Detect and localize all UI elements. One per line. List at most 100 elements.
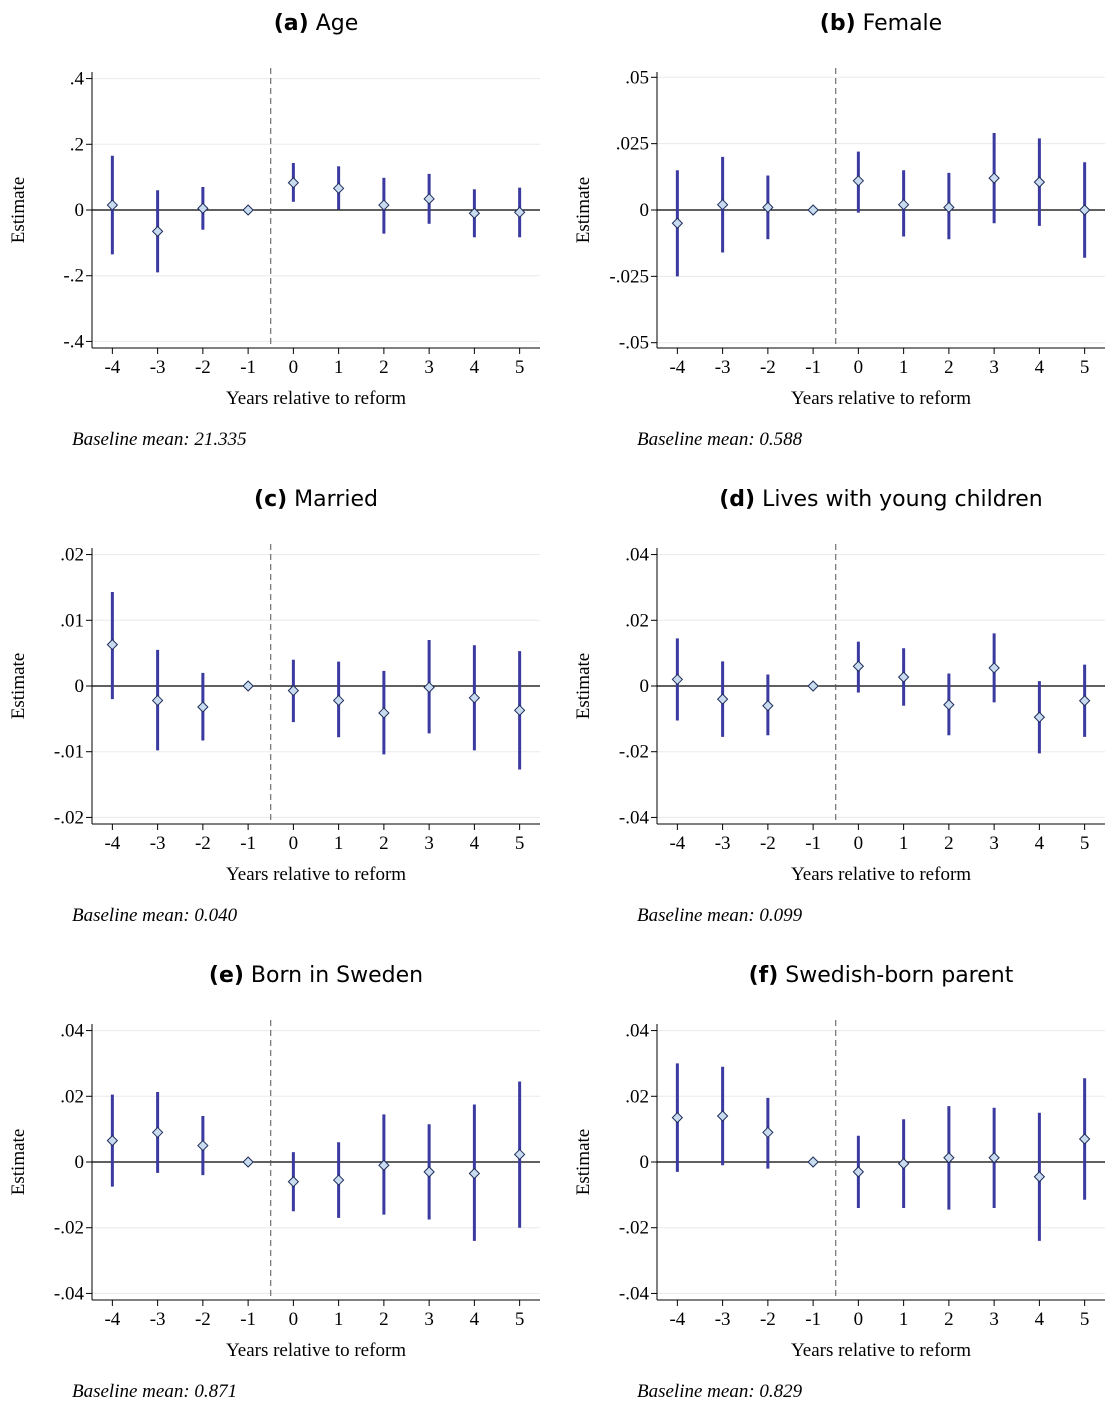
x-tick-label: 2 xyxy=(944,1309,954,1330)
estimate-marker xyxy=(197,202,209,215)
x-tick-label: 3 xyxy=(989,357,999,378)
estimate-marker xyxy=(897,198,910,211)
x-tick-label: 1 xyxy=(899,1309,909,1330)
estimate-marker xyxy=(807,204,819,216)
y-tick-label: -.025 xyxy=(609,266,649,287)
x-tick-label: 4 xyxy=(1035,1309,1045,1330)
x-tick-label: -1 xyxy=(805,833,821,854)
note: Baseline mean: 0.588 xyxy=(637,429,803,450)
x-tick-label: -3 xyxy=(715,1309,731,1330)
estimate-marker xyxy=(423,681,435,694)
x-tick-label: -3 xyxy=(715,357,731,378)
x-tick-label: -2 xyxy=(760,833,776,854)
x-tick-label: -4 xyxy=(669,1309,685,1330)
panel-title: (d) Lives with young children xyxy=(719,487,1043,512)
estimate-marker xyxy=(671,1111,684,1124)
estimate-marker xyxy=(378,1159,390,1171)
estimate-marker xyxy=(423,1166,435,1178)
panel-label: (c) xyxy=(254,487,287,512)
x-tick-label: -1 xyxy=(240,1309,256,1330)
estimate-marker xyxy=(1078,695,1091,707)
y-tick-label: -.04 xyxy=(619,1283,650,1304)
panel: (a) Age .4 .2 0 -.2 -.4 -4 -3 -2 -1 0 1 2 3 4 5 Estimate… xyxy=(8,11,540,450)
x-tick-label: 3 xyxy=(424,833,434,854)
y-tick-label: 0 xyxy=(640,676,650,697)
estimate-marker xyxy=(378,199,390,211)
estimate-marker xyxy=(197,1139,209,1152)
x-tick-label: 5 xyxy=(1080,833,1090,854)
x-tick-label: 2 xyxy=(944,833,954,854)
x-tick-label: 1 xyxy=(334,1309,344,1330)
y-tick-label: 0 xyxy=(640,200,650,221)
estimate-marker xyxy=(378,707,390,719)
estimate-marker xyxy=(513,206,526,219)
estimate-marker xyxy=(988,662,1000,674)
estimate-marker xyxy=(242,680,254,692)
estimate-marker xyxy=(332,694,345,707)
panel: (e) Born in Sweden .04 .02 0 -.02 -.04 -4 -3 -2 -… xyxy=(8,963,540,1401)
x-tick-label: 4 xyxy=(470,1309,480,1330)
y-tick-label: .025 xyxy=(616,134,649,155)
estimate-marker xyxy=(513,704,526,717)
estimate-marker xyxy=(897,671,910,683)
x-tick-label: -4 xyxy=(104,1309,120,1330)
title-text: Lives with young children xyxy=(755,487,1043,512)
panel-title: (a) Age xyxy=(274,11,359,36)
estimate-marker xyxy=(716,1110,729,1122)
y-tick-label: 0 xyxy=(640,1152,650,1173)
x-axis-label: Years relative to reform xyxy=(791,864,971,885)
estimate-marker xyxy=(1033,711,1046,723)
x-tick-label: -4 xyxy=(104,357,120,378)
x-tick-label: 5 xyxy=(1080,1309,1090,1330)
estimate-marker xyxy=(151,1126,164,1139)
x-tick-label: -4 xyxy=(669,833,685,854)
estimate-marker xyxy=(852,660,865,672)
y-axis-label: Estimate xyxy=(8,177,29,243)
note: Baseline mean: 0.871 xyxy=(72,1381,237,1401)
title-text: Swedish-born parent xyxy=(778,963,1013,988)
x-tick-label: 1 xyxy=(334,357,344,378)
panel: (c) Married .02 .01 0 -.01 -.02 -4 -3 -2 -1 0 1 2 3 4 5… xyxy=(8,487,540,926)
x-tick-label: -3 xyxy=(150,357,166,378)
y-axis-label: Estimate xyxy=(573,653,594,719)
estimate-marker xyxy=(1033,176,1046,188)
estimate-marker xyxy=(106,199,119,211)
panel: (f) Swedish-born parent .04 .02 0 -.02 -.04 -4… xyxy=(573,963,1105,1401)
x-tick-label: -4 xyxy=(104,833,120,854)
x-tick-label: 3 xyxy=(989,1309,999,1330)
y-tick-label: 0 xyxy=(75,676,85,697)
estimate-marker xyxy=(106,638,119,651)
x-tick-label: -1 xyxy=(240,357,256,378)
x-tick-label: -4 xyxy=(669,357,685,378)
estimate-marker xyxy=(716,693,729,705)
x-tick-label: 0 xyxy=(289,1309,299,1330)
y-tick-label: .05 xyxy=(625,67,649,88)
estimate-marker xyxy=(943,1152,955,1164)
y-tick-label: .02 xyxy=(60,1086,84,1107)
estimate-marker xyxy=(151,225,164,238)
x-tick-label: 2 xyxy=(379,357,389,378)
panel-label: (d) xyxy=(719,487,755,512)
estimate-marker xyxy=(762,700,774,712)
x-tick-label: 3 xyxy=(989,833,999,854)
estimate-marker xyxy=(242,1156,254,1168)
x-tick-label: -2 xyxy=(760,357,776,378)
x-tick-label: -3 xyxy=(715,833,731,854)
estimate-marker xyxy=(852,175,865,187)
y-axis-label: Estimate xyxy=(8,653,29,719)
estimate-marker xyxy=(468,207,481,219)
panel-label: (b) xyxy=(820,11,856,36)
estimate-marker xyxy=(988,172,1000,184)
x-tick-label: 1 xyxy=(899,357,909,378)
y-tick-label: -.4 xyxy=(63,331,84,352)
y-tick-label: .02 xyxy=(625,610,649,631)
x-axis-label: Years relative to reform xyxy=(791,1340,971,1361)
y-tick-label: .01 xyxy=(60,610,84,631)
y-tick-label: -.04 xyxy=(619,807,650,828)
x-tick-label: 5 xyxy=(1080,357,1090,378)
estimate-marker xyxy=(242,204,254,216)
x-tick-label: 0 xyxy=(289,357,299,378)
y-tick-label: -.2 xyxy=(63,266,84,287)
y-tick-label: .4 xyxy=(70,69,85,90)
